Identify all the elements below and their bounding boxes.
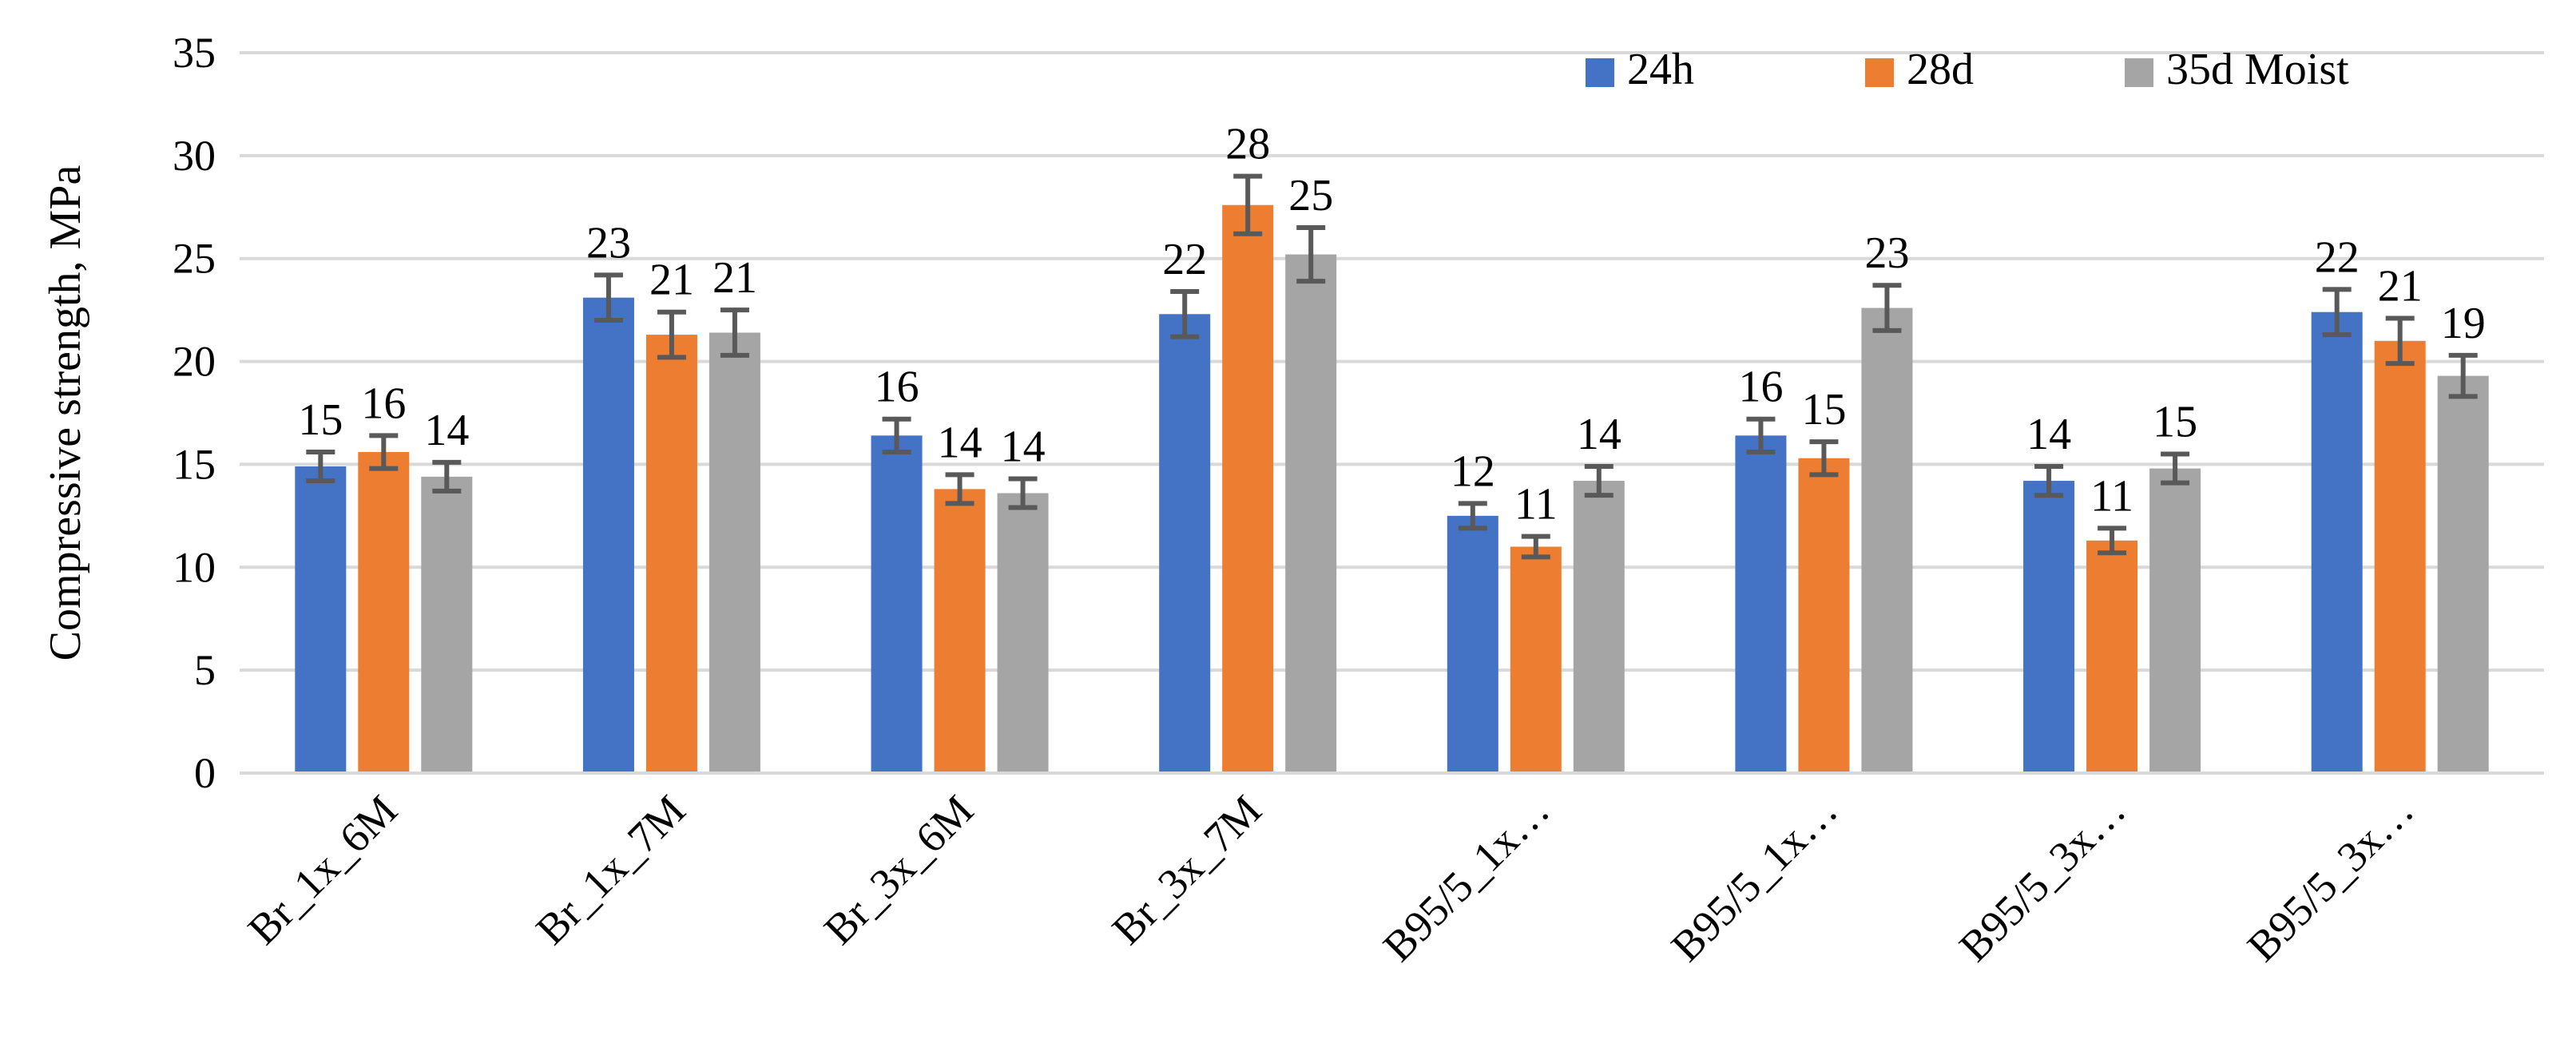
bar	[1285, 254, 1337, 773]
data-label: 15	[298, 395, 343, 445]
bar	[1222, 204, 1274, 773]
data-label: 22	[1162, 235, 1207, 284]
legend-swatch	[1586, 58, 1614, 87]
legend-swatch	[1865, 58, 1894, 87]
data-label: 11	[1514, 480, 1558, 530]
data-label: 21	[649, 256, 694, 305]
bar	[2023, 481, 2075, 773]
data-label: 12	[1451, 446, 1495, 496]
category-label: Br_1x_6M	[239, 786, 407, 954]
y-tick-label: 30	[173, 132, 216, 180]
legend-swatch	[2125, 58, 2153, 87]
category-label: Br_3x_7M	[1103, 786, 1271, 954]
bar	[871, 435, 923, 773]
data-label: 22	[2315, 232, 2360, 282]
data-label: 14	[938, 418, 982, 467]
data-label: 15	[1801, 385, 1846, 434]
bar	[2149, 468, 2201, 773]
data-label: 14	[2026, 410, 2071, 459]
bar	[295, 466, 347, 773]
error-bars	[306, 173, 2478, 560]
legend-label: 28d	[1907, 45, 1974, 94]
bar	[358, 451, 410, 773]
bar	[1159, 314, 1211, 774]
bar	[1861, 307, 1913, 774]
data-label: 16	[1738, 363, 1783, 412]
data-label: 23	[586, 218, 631, 268]
data-labels: 15 16 14 23 21 21 16 14 14 22 28 25 12 11 14 16 15 23 14 11…	[298, 120, 2485, 530]
legend-label: 24h	[1627, 45, 1694, 94]
legend: 24h 28d 35d Moist	[1586, 45, 2349, 94]
bar	[1798, 458, 1850, 773]
y-tick-label: 10	[173, 543, 216, 591]
bar	[421, 476, 473, 773]
y-axis-ticks: 0 5 10 15 20 25 30 35	[173, 29, 216, 797]
bar	[2374, 340, 2426, 773]
data-label: 14	[1001, 422, 1046, 471]
category-label: B95/5_1x…	[1374, 786, 1558, 970]
data-label: 23	[1864, 228, 1909, 278]
y-tick-label: 15	[173, 440, 216, 488]
category-label: Br_1x_7M	[526, 786, 694, 954]
bar	[1735, 435, 1787, 773]
bar	[2311, 311, 2363, 774]
category-label: B95/5_3x…	[2238, 786, 2423, 970]
bar	[1447, 515, 1498, 773]
data-label: 15	[2153, 398, 2197, 447]
y-tick-label: 35	[173, 29, 216, 77]
y-tick-label: 20	[173, 338, 216, 386]
data-label: 21	[2378, 261, 2423, 311]
bar	[582, 297, 634, 773]
data-label: 25	[1288, 171, 1333, 220]
y-tick-label: 25	[173, 235, 216, 283]
data-label: 14	[1577, 410, 1621, 459]
bar	[708, 332, 760, 773]
x-axis-categories: Br_1x_6M Br_1x_7M Br_3x_6M Br_3x_7M B95/5_1x…	[239, 786, 2423, 970]
data-label: 28	[1225, 120, 1270, 169]
category-label: B95/5_1x…	[1662, 786, 1847, 970]
bar	[1573, 481, 1625, 773]
data-label: 14	[424, 406, 469, 455]
data-label: 21	[712, 253, 757, 303]
bar	[1510, 546, 1562, 773]
data-label: 11	[2090, 471, 2133, 521]
legend-label: 35d Moist	[2166, 45, 2349, 94]
data-label: 16	[361, 379, 406, 428]
bar	[997, 493, 1049, 773]
y-axis-title: Compressive strength, MPa	[41, 165, 90, 661]
data-label: 19	[2441, 299, 2486, 348]
category-label: B95/5_3x…	[1950, 786, 2134, 970]
bars	[295, 204, 2489, 774]
bar	[934, 489, 986, 773]
bar	[645, 335, 697, 773]
bar	[2437, 375, 2489, 773]
y-tick-label: 0	[194, 749, 216, 797]
y-tick-label: 5	[194, 646, 216, 694]
data-label: 16	[875, 363, 919, 412]
bar	[2086, 540, 2138, 773]
category-label: Br_3x_6M	[815, 786, 982, 954]
